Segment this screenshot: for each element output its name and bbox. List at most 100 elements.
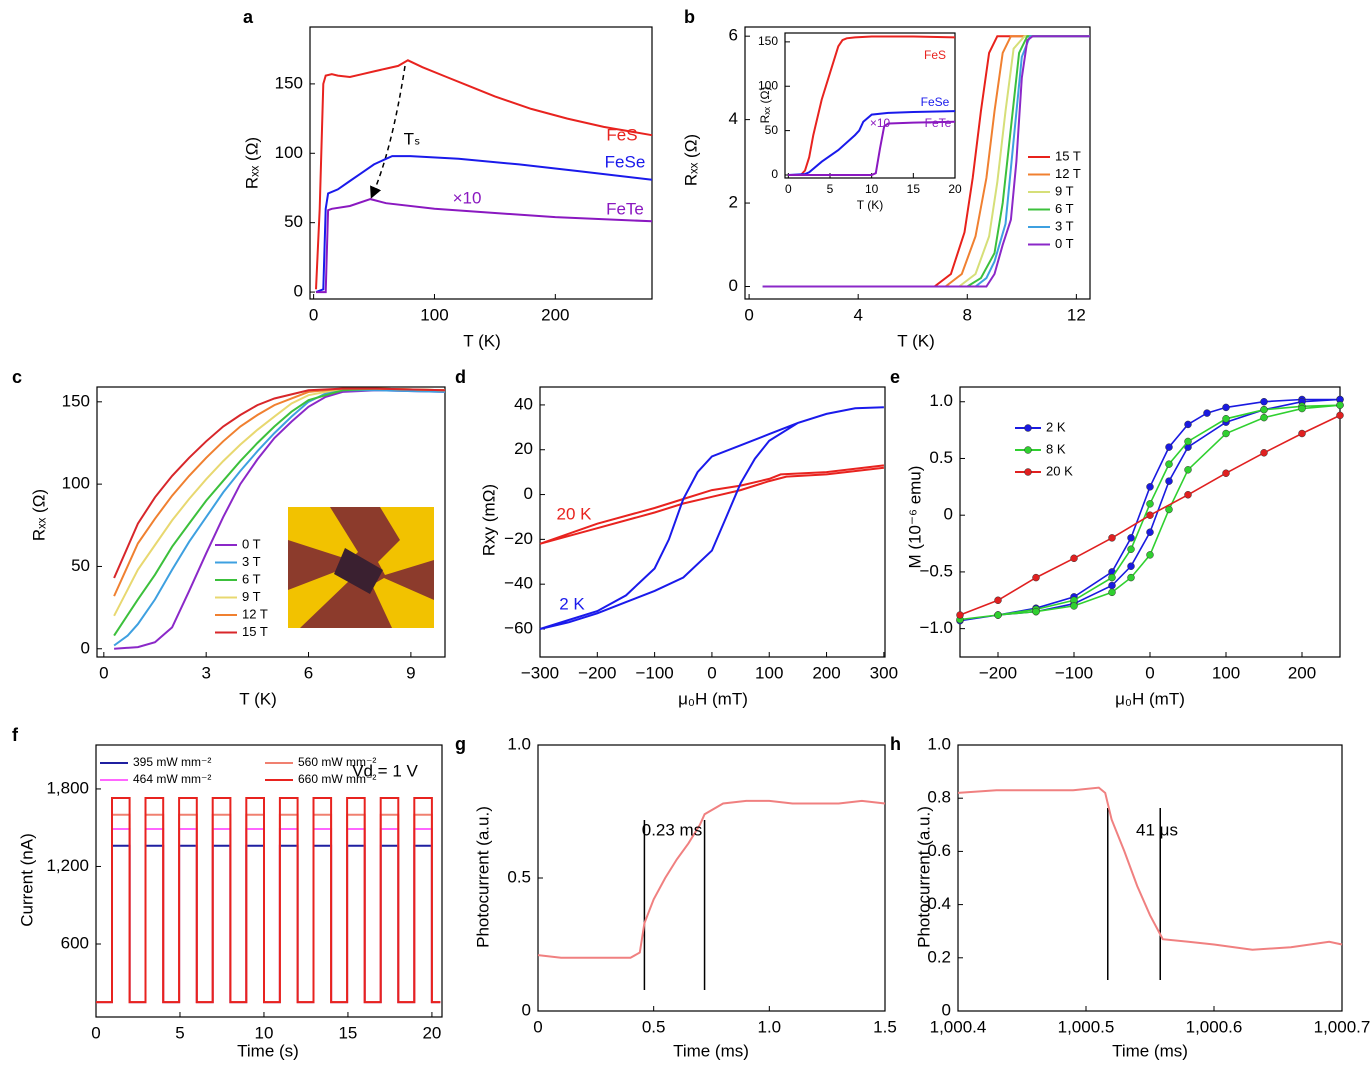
legend-label: 660 mW mm⁻²: [298, 772, 376, 786]
series-line: [788, 35, 956, 176]
series-line: [762, 35, 1090, 288]
y-axis-label: Rₓₓ (Ω): [242, 137, 261, 189]
series-label: FeTe: [925, 116, 952, 130]
x-tick-label: 0: [707, 663, 716, 682]
data-point: [1260, 413, 1268, 422]
series-line: [959, 398, 1341, 622]
panel-letter: g: [455, 734, 466, 754]
x-tick-label: 1.5: [873, 1017, 897, 1036]
legend-label: 3 T: [1055, 218, 1074, 233]
series-line: [114, 389, 446, 650]
x-tick-label: 300: [870, 663, 898, 682]
data-point: [1127, 562, 1135, 570]
legend-marker: [1024, 446, 1032, 454]
series-line: [957, 786, 1343, 951]
plot-frame: [957, 744, 1343, 1012]
y-tick-label: 0: [771, 167, 778, 181]
annotation: 0.23 ms: [642, 820, 702, 839]
data-point: [1336, 401, 1344, 409]
data-point: [1260, 405, 1268, 414]
legend-label: 0 T: [242, 536, 261, 551]
y-tick-label: 0: [942, 1000, 951, 1019]
x-axis-label: T (K): [857, 198, 883, 212]
x-tick-label: 15: [907, 182, 921, 196]
x-tick-label: 0: [1145, 663, 1154, 682]
y-tick-label: 0.5: [507, 867, 531, 886]
y-tick-label: 1,200: [46, 856, 89, 875]
plot-frame: [95, 744, 443, 1018]
data-point: [956, 611, 964, 619]
x-tick-label: 1,000.7: [1314, 1017, 1371, 1036]
y-tick-label: 0: [522, 1000, 531, 1019]
panel-letter: h: [890, 734, 901, 754]
legend-label: 395 mW mm⁻²: [133, 755, 211, 769]
y-tick-label: 0.4: [927, 894, 951, 913]
annotation: Tₛ: [404, 129, 421, 148]
panel-letter: d: [455, 367, 466, 387]
series-label: 20 K: [557, 504, 593, 523]
x-tick-label: 1.0: [758, 1017, 782, 1036]
data-point: [1222, 415, 1230, 423]
data-point: [1108, 573, 1116, 582]
x-axis-label: T (K): [239, 689, 276, 708]
data-point: [1165, 443, 1173, 451]
data-point: [1146, 483, 1154, 491]
y-tick-label: 100: [275, 143, 303, 162]
series-line: [113, 389, 446, 647]
x-tick-label: 0: [744, 305, 753, 324]
data-point: [1298, 404, 1306, 413]
x-tick-label: 0: [785, 182, 792, 196]
y-tick-label: 0: [729, 276, 738, 295]
series-label: FeS: [924, 48, 946, 62]
legend-label: 15 T: [1055, 148, 1081, 163]
data-point: [1260, 397, 1268, 406]
x-tick-label: 20: [948, 182, 962, 196]
data-point: [1108, 534, 1116, 542]
legend-label: 20 K: [1046, 463, 1073, 478]
x-tick-label: 3: [201, 663, 210, 682]
data-point: [1032, 607, 1040, 616]
legend-label: 15 T: [242, 624, 268, 639]
data-point: [1146, 500, 1154, 508]
y-tick-label: 1.0: [929, 391, 953, 410]
x-tick-label: −200: [578, 663, 616, 682]
panel-letter: b: [684, 7, 695, 27]
legend-label: 9 T: [242, 589, 261, 604]
series-line: [788, 120, 956, 176]
device-photo: [288, 507, 434, 628]
legend-label: 6 T: [1055, 201, 1074, 216]
y-tick-label: 150: [275, 73, 303, 92]
data-point: [1184, 491, 1192, 499]
data-point: [1184, 466, 1192, 474]
data-point: [1146, 528, 1154, 536]
y-tick-label: −40: [504, 574, 533, 593]
series-line: [762, 35, 1090, 288]
data-point: [1203, 409, 1211, 417]
series-label: FeSe: [605, 152, 646, 171]
data-point: [1222, 403, 1230, 412]
series-line: [113, 387, 446, 637]
data-point: [1032, 573, 1040, 582]
y-tick-label: 50: [284, 212, 303, 231]
y-tick-label: 1.0: [507, 734, 531, 753]
x-axis-label: Time (s): [237, 1041, 299, 1060]
x-tick-label: 100: [1212, 663, 1240, 682]
x-tick-label: 200: [812, 663, 840, 682]
x-tick-label: 5: [175, 1023, 184, 1042]
x-tick-label: −100: [1055, 663, 1093, 682]
series-line: [113, 387, 446, 579]
x-tick-label: 20: [422, 1023, 441, 1042]
data-point: [1165, 460, 1173, 468]
series-line: [537, 799, 886, 959]
y-axis-label: Photocurrent (a.u.): [473, 806, 492, 948]
y-tick-label: 0.6: [927, 841, 951, 860]
series-label: FeTe: [606, 199, 644, 218]
y-tick-label: 150: [62, 391, 90, 410]
y-tick-label: 1,800: [46, 778, 89, 797]
legend-label: 560 mW mm⁻²: [298, 755, 376, 769]
x-tick-label: 0.5: [642, 1017, 666, 1036]
x-tick-label: −100: [635, 663, 673, 682]
plot-frame: [537, 744, 886, 1012]
plot-frame: [744, 26, 1091, 300]
